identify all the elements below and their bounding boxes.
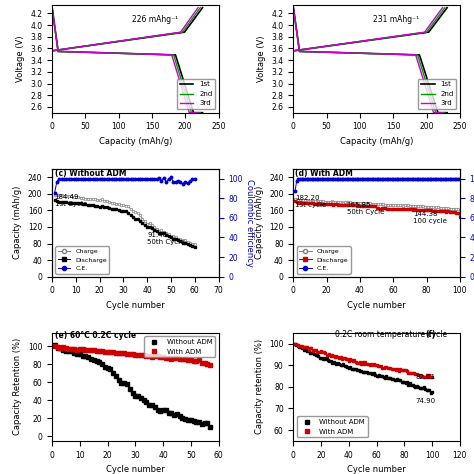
X-axis label: Capacity (mAh/g): Capacity (mAh/g) bbox=[340, 137, 413, 146]
Y-axis label: Capacity retention (%): Capacity retention (%) bbox=[255, 339, 264, 434]
Y-axis label: Voltage (V): Voltage (V) bbox=[16, 36, 25, 82]
Text: 0.2C room temperature cycle: 0.2C room temperature cycle bbox=[335, 330, 447, 339]
Text: 182.20
1st cycle: 182.20 1st cycle bbox=[295, 195, 326, 208]
Legend: Charge, Discharge, C.E.: Charge, Discharge, C.E. bbox=[55, 246, 109, 273]
X-axis label: Cycle number: Cycle number bbox=[106, 301, 164, 310]
Text: 231 mAhg⁻¹: 231 mAhg⁻¹ bbox=[373, 15, 419, 24]
Y-axis label: Capacity Retention (%): Capacity Retention (%) bbox=[13, 338, 22, 436]
Text: 144.38
100 cycle: 144.38 100 cycle bbox=[413, 211, 447, 224]
Text: 184.49
1st Cycle: 184.49 1st Cycle bbox=[55, 194, 87, 207]
Text: 165.85
50th Cycle: 165.85 50th Cycle bbox=[346, 201, 384, 215]
Text: 74.90: 74.90 bbox=[415, 398, 436, 404]
Y-axis label: Voltage (V): Voltage (V) bbox=[257, 36, 266, 82]
X-axis label: Cycle number: Cycle number bbox=[106, 465, 164, 474]
Legend: Without ADM, With ADM: Without ADM, With ADM bbox=[297, 416, 368, 438]
Text: 91.48
50th Cycle: 91.48 50th Cycle bbox=[147, 232, 184, 246]
Y-axis label: Capacity (mAh/g): Capacity (mAh/g) bbox=[255, 186, 264, 259]
Y-axis label: Capacity (mAh/g): Capacity (mAh/g) bbox=[13, 186, 22, 259]
X-axis label: Cycle number: Cycle number bbox=[347, 465, 406, 474]
Legend: 1st, 2nd, 3rd: 1st, 2nd, 3rd bbox=[177, 79, 215, 109]
X-axis label: Capacity (mAh/g): Capacity (mAh/g) bbox=[99, 137, 172, 146]
Text: (c) Without ADM: (c) Without ADM bbox=[55, 169, 126, 178]
Text: 226 mAhg⁻¹: 226 mAhg⁻¹ bbox=[132, 15, 178, 24]
Text: (f): (f) bbox=[425, 330, 436, 339]
Text: (d) With ADM: (d) With ADM bbox=[295, 169, 353, 178]
X-axis label: Cycle number: Cycle number bbox=[347, 301, 406, 310]
Y-axis label: Coulombic efficiency: Coulombic efficiency bbox=[245, 179, 254, 267]
Legend: Charge, Discharge, C.E.: Charge, Discharge, C.E. bbox=[297, 246, 351, 273]
Legend: 1st, 2nd, 3rd: 1st, 2nd, 3rd bbox=[418, 79, 456, 109]
Text: (e) 60°C 0.2C cycle: (e) 60°C 0.2C cycle bbox=[55, 331, 136, 340]
Text: 82.61: 82.61 bbox=[415, 374, 436, 380]
Legend: Without ADM, With ADM: Without ADM, With ADM bbox=[144, 337, 215, 357]
